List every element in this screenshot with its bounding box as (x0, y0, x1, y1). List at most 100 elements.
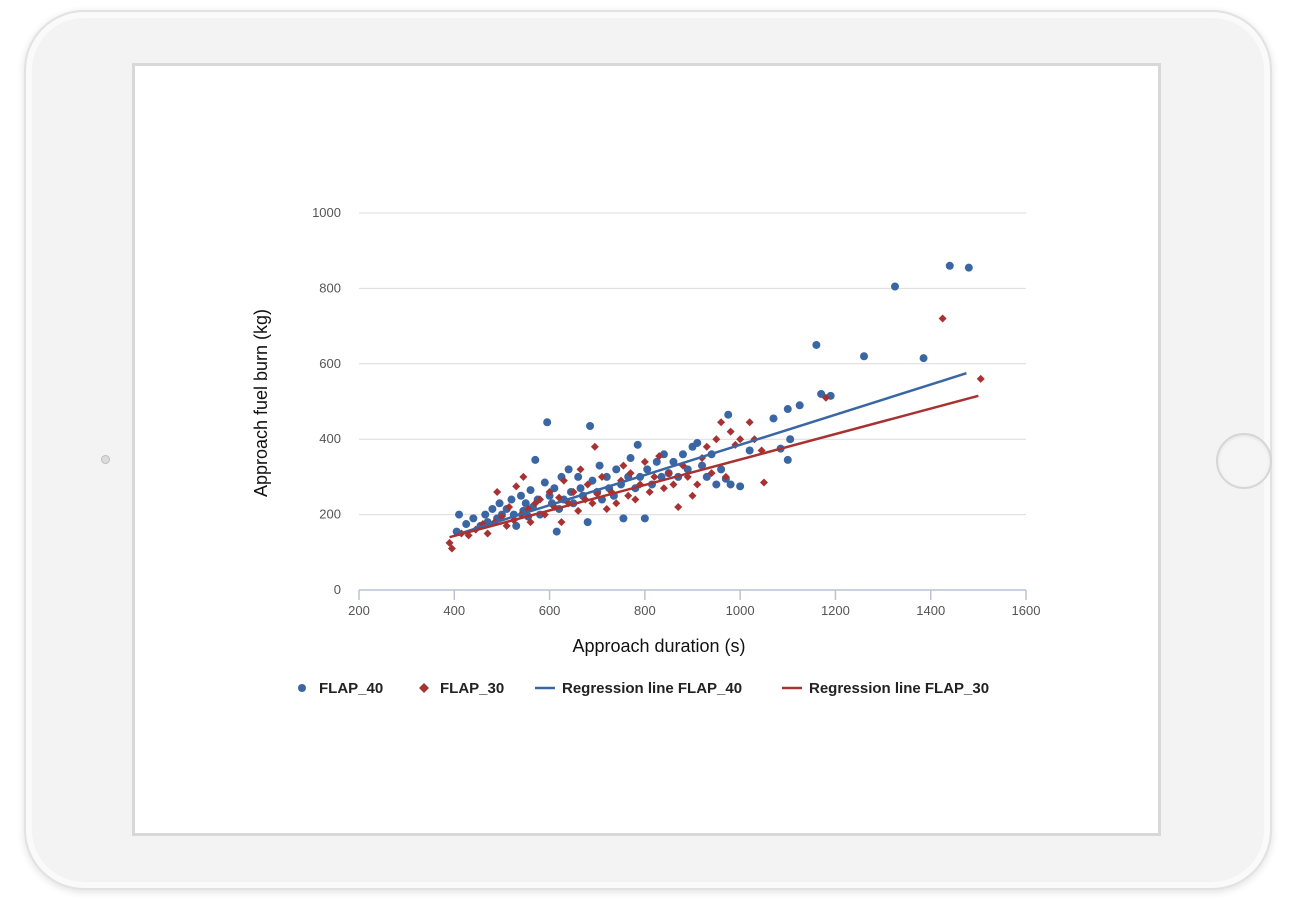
legend-item-regression-flap40[interactable]: Regression line FLAP_40 (535, 680, 742, 697)
flap30-point (631, 495, 640, 504)
flap40-point (619, 514, 628, 523)
flap40-point (669, 457, 678, 466)
legend-item-flap30[interactable]: FLAP_30 (419, 680, 504, 697)
flap40-point (588, 476, 597, 485)
flap40-point (724, 410, 733, 419)
flap40-point (612, 465, 621, 474)
flap30-point (574, 506, 583, 515)
x-tick-label: 400 (443, 603, 465, 618)
flap30-point (597, 472, 606, 481)
flap40-point (543, 418, 552, 427)
flap30-point (745, 418, 754, 427)
flap40-point (488, 504, 497, 513)
y-tick-label: 0 (334, 582, 341, 597)
flap30-point (583, 480, 592, 489)
y-tick-label: 400 (319, 431, 341, 446)
flap40-point (769, 414, 778, 423)
home-button[interactable] (1216, 433, 1272, 489)
flap40-point (795, 401, 804, 410)
flap40-point (495, 499, 504, 508)
x-tick-label: 1600 (1012, 603, 1041, 618)
flap40-point (640, 514, 649, 523)
flap30-point (559, 476, 568, 485)
flap30-point (588, 499, 597, 508)
flap30-point (536, 495, 545, 504)
tablet-screen: 0 200 400 600 800 1000 200 400 600 800 1000 1200 140… (132, 63, 1161, 836)
flap40-point (521, 499, 530, 508)
flap40-point (455, 510, 464, 519)
tick-labels: 0 200 400 600 800 1000 200 400 600 800 1000 1200 140… (312, 205, 1040, 618)
flap40-point (783, 455, 792, 464)
flap30-point (717, 418, 726, 427)
flap40-point (678, 450, 687, 459)
flap30-point (693, 480, 702, 489)
flap40-point (574, 472, 583, 481)
flap30-point (976, 374, 985, 383)
flap40-point (945, 261, 954, 270)
flap40-point (860, 352, 869, 361)
flap30-point (590, 442, 599, 451)
flap40-point (652, 457, 661, 466)
flap40-point (745, 446, 754, 455)
flap30-point (645, 487, 654, 496)
flap40-point (683, 465, 692, 474)
flap40-point (786, 435, 795, 444)
flap40-point (919, 354, 928, 363)
flap40-point (717, 465, 726, 474)
axes (358, 589, 1027, 600)
flap30-point (502, 521, 511, 530)
flap30-point (464, 531, 473, 540)
flap30-point (626, 469, 635, 478)
flap40-point (516, 491, 525, 500)
flap40-point (586, 422, 595, 431)
flap30-point (483, 529, 492, 538)
y-tick-label: 600 (319, 356, 341, 371)
flap30-point (478, 520, 487, 529)
flap40-point (564, 465, 573, 474)
legend-label-flap40: FLAP_40 (319, 680, 383, 697)
flap30-point (624, 491, 633, 500)
flap40-point (462, 520, 471, 529)
flap40-point (602, 472, 611, 481)
x-axis-title: Approach duration (s) (572, 636, 745, 656)
flap30-point (655, 452, 664, 461)
flap30-point (721, 472, 730, 481)
flap40-point (817, 389, 826, 398)
flap30-point (445, 538, 454, 547)
legend: FLAP_40 FLAP_30 Regression line FLAP_40 … (298, 680, 989, 697)
flap30-point (531, 499, 540, 508)
flap40-point (550, 484, 559, 493)
legend-label-regression-flap40: Regression line FLAP_40 (562, 680, 742, 697)
flap30-point (821, 393, 830, 402)
x-tick-label: 200 (348, 603, 370, 618)
flap40-point (583, 518, 592, 527)
flap40-point (481, 510, 490, 519)
flap30-point (576, 465, 585, 474)
diamond-marker-icon (419, 683, 429, 693)
flap30-point (938, 314, 947, 323)
y-tick-label: 1000 (312, 205, 341, 220)
flap30-point (702, 442, 711, 451)
flap30-point (447, 544, 456, 553)
flap30-point (640, 457, 649, 466)
data-points (445, 261, 985, 553)
scatter-chart: 0 200 400 600 800 1000 200 400 600 800 1000 1200 140… (251, 205, 1040, 697)
flap30-point (726, 427, 735, 436)
x-tick-label: 1000 (726, 603, 755, 618)
legend-item-flap40[interactable]: FLAP_40 (298, 680, 383, 697)
flap40-point (526, 486, 535, 495)
flap30-point (707, 469, 716, 478)
flap30-point (659, 484, 668, 493)
camera-icon (101, 455, 110, 464)
flap40-point (693, 438, 702, 447)
flap30-point (555, 493, 564, 502)
flap30-point (674, 503, 683, 512)
x-tick-label: 600 (539, 603, 561, 618)
legend-label-regression-flap30: Regression line FLAP_30 (809, 680, 989, 697)
flap30-point (545, 487, 554, 496)
regression-line-flap30 (449, 394, 979, 539)
x-tick-label: 1200 (821, 603, 850, 618)
legend-item-regression-flap30[interactable]: Regression line FLAP_30 (782, 680, 989, 697)
flap40-point (512, 521, 521, 530)
flap40-point (812, 340, 821, 349)
